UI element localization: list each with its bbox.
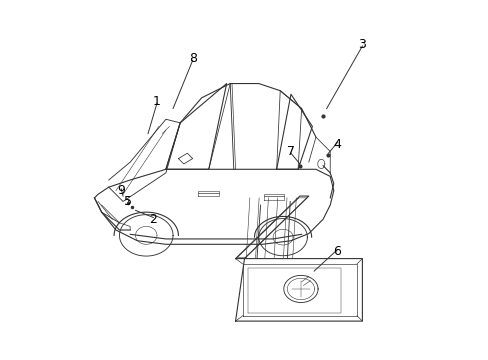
- Text: 8: 8: [188, 52, 196, 65]
- Text: 5: 5: [124, 195, 132, 208]
- Text: 9: 9: [117, 184, 125, 197]
- Text: 1: 1: [153, 95, 161, 108]
- Text: 6: 6: [333, 245, 341, 258]
- Text: 3: 3: [358, 38, 366, 51]
- Text: 7: 7: [286, 145, 294, 158]
- Text: 4: 4: [333, 138, 341, 151]
- Text: 2: 2: [149, 213, 157, 226]
